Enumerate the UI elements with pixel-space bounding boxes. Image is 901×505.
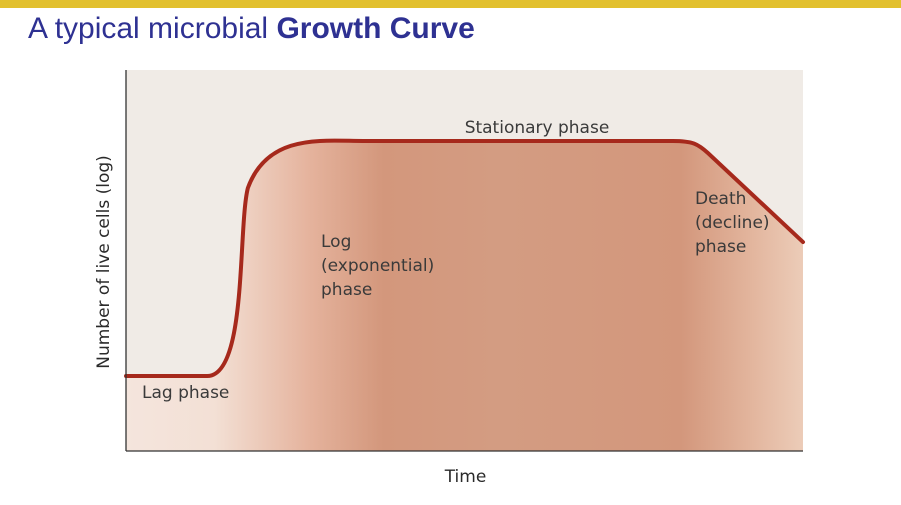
top-accent-bar bbox=[0, 0, 901, 8]
phase-label-lag: Lag phase bbox=[142, 383, 229, 403]
phase-label-log: Log (exponential) phase bbox=[321, 232, 434, 300]
y-axis-label: Number of live cells (log) bbox=[94, 155, 114, 369]
x-axis-label: Time bbox=[444, 467, 487, 487]
area-under-curve bbox=[126, 140, 803, 451]
phase-label-death: Death (decline) phase bbox=[695, 189, 770, 257]
phase-label-stationary: Stationary phase bbox=[465, 118, 610, 138]
growth-curve-line bbox=[124, 138, 805, 378]
slide-title: A typical microbial Growth Curve bbox=[28, 12, 475, 45]
